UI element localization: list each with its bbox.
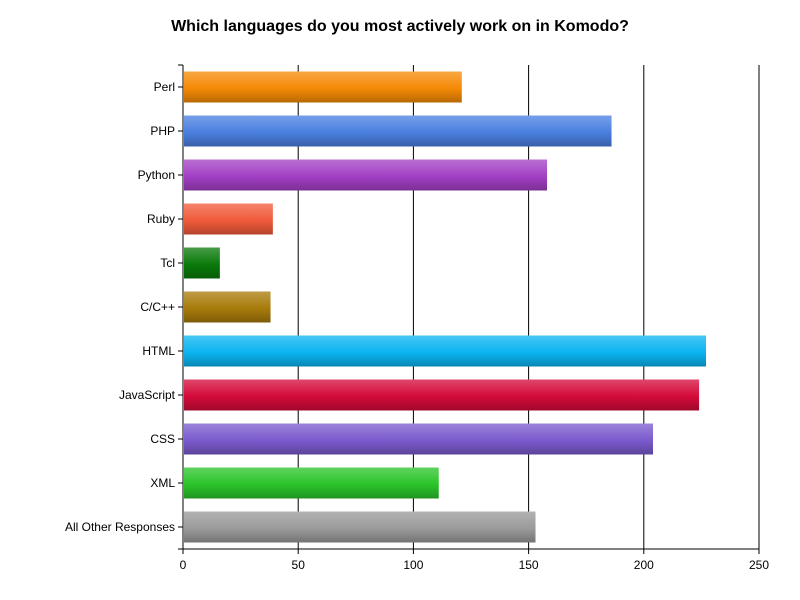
x-tick-label: 50 (292, 558, 306, 572)
chart-title: Which languages do you most actively wor… (171, 18, 629, 35)
y-tick-label: All Other Responses (65, 520, 175, 534)
x-tick-label: 0 (180, 558, 187, 572)
bar-perl (184, 71, 462, 103)
bar-html (184, 335, 707, 367)
y-tick-label: Python (138, 168, 175, 182)
bar-php (184, 115, 612, 147)
y-tick-label: XML (150, 476, 175, 490)
bar-xml (184, 467, 439, 499)
bar-ruby (184, 203, 273, 235)
y-tick-label: Tcl (160, 256, 175, 270)
x-tick-label: 200 (634, 558, 654, 572)
x-tick-label: 100 (403, 558, 423, 572)
y-tick-label: Perl (154, 80, 175, 94)
bar-python (184, 159, 548, 191)
y-tick-label: JavaScript (119, 388, 176, 402)
bar-tcl (184, 247, 220, 279)
bar-c-c- (184, 291, 271, 323)
x-tick-label: 250 (749, 558, 769, 572)
y-tick-label: HTML (142, 344, 175, 358)
bar-all-other-responses (184, 511, 536, 543)
bar-css (184, 423, 654, 455)
y-tick-label: CSS (150, 432, 175, 446)
y-tick-label: PHP (150, 124, 175, 138)
y-tick-label: C/C++ (140, 300, 175, 314)
x-tick-label: 150 (519, 558, 539, 572)
y-tick-label: Ruby (147, 212, 175, 226)
bar-javascript (184, 379, 700, 411)
